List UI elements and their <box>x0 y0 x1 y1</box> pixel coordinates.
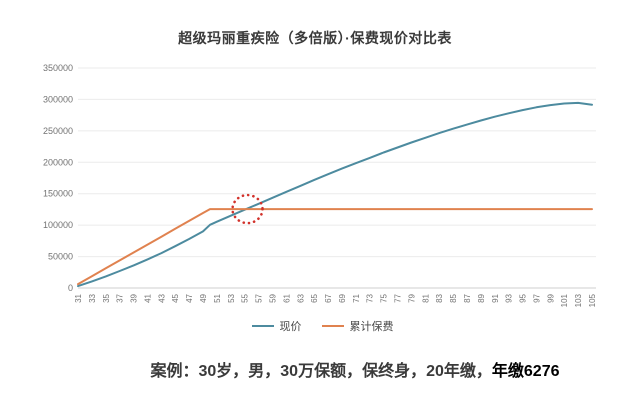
x-tick-label: 43 <box>157 293 166 302</box>
x-tick-label: 79 <box>407 293 416 302</box>
y-tick-label: 350000 <box>43 63 73 73</box>
y-tick-label: 150000 <box>43 189 73 199</box>
series-line-0 <box>77 101 593 288</box>
x-tick-label: 45 <box>171 293 180 302</box>
x-tick-label: 71 <box>352 293 361 302</box>
legend-label: 累计保费 <box>349 321 394 333</box>
x-tick-label: 49 <box>199 293 208 302</box>
x-tick-label: 61 <box>282 293 291 302</box>
x-tick-label: 85 <box>449 293 458 302</box>
legend-label: 现价 <box>279 321 302 333</box>
x-tick-label: 41 <box>144 293 153 302</box>
x-tick-label: 39 <box>130 293 139 302</box>
x-tick-label: 31 <box>74 293 83 302</box>
y-tick-label: 0 <box>68 283 73 293</box>
y-tick-label: 250000 <box>43 126 73 136</box>
x-tick-label: 77 <box>394 293 403 302</box>
x-tick-label: 95 <box>519 293 528 302</box>
x-tick-label: 89 <box>477 293 486 302</box>
cumulative-premium-line-swatch <box>321 324 344 328</box>
case-caption: 案例：30岁，男，30万保额，保终身，20年缴，年缴6276 <box>85 357 625 381</box>
x-tick-label: 101 <box>560 293 569 307</box>
y-tick-label: 200000 <box>43 157 73 167</box>
x-tick-label: 53 <box>227 293 236 302</box>
x-tick-label: 93 <box>505 293 514 302</box>
x-tick-label: 33 <box>88 293 97 302</box>
x-tick-label: 83 <box>435 293 444 302</box>
y-tick-label: 50000 <box>48 252 73 262</box>
x-tick-label: 75 <box>380 293 389 302</box>
x-tick-label: 63 <box>296 293 305 302</box>
chart-legend: 现价 累计保费 <box>0 318 625 334</box>
x-tick-label: 57 <box>255 293 264 302</box>
x-tick-label: 99 <box>546 293 555 302</box>
legend-item-cumulative-premium: 累计保费 <box>321 318 394 334</box>
x-tick-label: 55 <box>241 293 250 302</box>
x-tick-label: 103 <box>574 293 583 307</box>
x-tick-label: 67 <box>324 293 333 302</box>
x-tick-label: 47 <box>185 293 194 302</box>
crossover-annotation-circle <box>231 193 264 225</box>
x-tick-label: 51 <box>213 293 222 302</box>
series-line-1 <box>77 208 593 286</box>
x-tick-label: 65 <box>310 293 319 302</box>
legend-item-current-value: 现价 <box>251 318 302 334</box>
x-tick-label: 35 <box>102 293 111 302</box>
annual-premium-highlight: 年缴6276 <box>491 363 560 380</box>
x-tick-label: 91 <box>491 293 500 302</box>
line-chart: 0 50000 100000 150000 200000 250000 300000 3500… <box>43 63 597 307</box>
y-tick-label: 100000 <box>43 220 73 230</box>
case-caption-text: 案例：30岁，男，30万保额，保终身，20年缴， <box>150 363 492 380</box>
chart-title: 超级玛丽重疾险（多倍版）·保费现价对比表 <box>178 30 452 46</box>
y-tick-label: 300000 <box>43 94 73 104</box>
x-tick-label: 73 <box>366 293 375 302</box>
x-tick-label: 87 <box>463 293 472 302</box>
x-tick-label: 81 <box>421 293 430 302</box>
current-value-line-swatch <box>251 324 274 328</box>
x-tick-label: 97 <box>532 293 541 302</box>
x-tick-label: 105 <box>588 293 597 307</box>
x-tick-label: 59 <box>269 293 278 302</box>
x-tick-label: 37 <box>116 293 125 302</box>
x-tick-label: 69 <box>338 293 347 302</box>
